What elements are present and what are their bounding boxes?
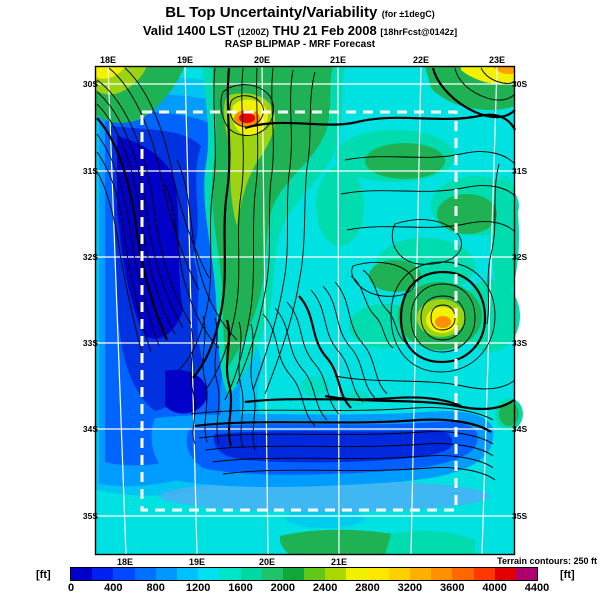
colorbar-tick-label: 0 — [67, 582, 75, 594]
lat-label-right: 33S — [512, 338, 527, 348]
colorbar-segment — [388, 568, 410, 580]
top-lon-19e: 19E — [176, 55, 193, 65]
colorbar-segment — [410, 568, 432, 580]
colorbar-tick-label: 4400 — [524, 582, 550, 594]
graticule — [95, 65, 515, 556]
lat-labels: 30S 31S 32S 33S 34S 35S 30S 31S 32S 33S … — [83, 79, 528, 521]
colorbar-segment — [155, 568, 177, 580]
colorbar-tick-label: 1200 — [185, 582, 211, 594]
colorbar-segment — [92, 568, 114, 580]
colorbar-tick-label: 2000 — [270, 582, 296, 594]
map-border — [94, 65, 516, 556]
lat-label-left: 35S — [83, 511, 98, 521]
colorbar-segment — [176, 568, 199, 580]
colorbar-unit-left: [ft] — [36, 569, 51, 581]
model-line: RASP BLIPMAP - MRF Forecast — [224, 38, 376, 50]
colorbar-tick-label: 800 — [146, 582, 165, 594]
colorbar-tick-label: 3200 — [397, 582, 423, 594]
lat-label-right: 34S — [512, 424, 527, 434]
top-lon-21e: 21E — [329, 55, 346, 65]
map-canvas: 30S 31S 32S 33S 34S 35S 30S 31S 32S 33S … — [83, 65, 527, 556]
colorbar-segment — [325, 568, 347, 580]
colorbar-tick-label: 400 — [104, 582, 123, 594]
colorbar-tick-label: 1600 — [228, 582, 253, 594]
top-lon-22e: 22E — [412, 55, 429, 65]
terrain-contours-note: Terrain contours: 250 ft — [497, 556, 597, 566]
terrain-contour-lines — [96, 67, 516, 481]
lat-label-left: 33S — [83, 338, 98, 348]
bottom-lon-18e: 18E — [116, 557, 133, 567]
colorbar-tick-label: 4000 — [482, 582, 507, 594]
colorbar-segment — [367, 568, 389, 580]
colorbar-segment — [346, 568, 368, 580]
colorbar-segment — [261, 568, 283, 580]
lat-label-left: 32S — [83, 252, 98, 262]
colorbar-unit-right: [ft] — [560, 569, 575, 581]
title-line: BL Top Uncertainty/Variability (for ±1de… — [0, 4, 600, 22]
title-qualifier: (for ±1degC) — [381, 9, 435, 19]
colorbar-segment — [304, 568, 326, 580]
colorbar-segment — [431, 568, 453, 580]
fill-layers — [95, 66, 523, 555]
title-block: BL Top Uncertainty/Variability (for ±1de… — [0, 4, 600, 50]
colorbar-segment — [240, 568, 262, 580]
bottom-lon-19e: 19E — [188, 557, 205, 567]
colorbar-segment — [515, 568, 538, 580]
colorbar-segment — [473, 568, 495, 580]
lat-label-left: 30S — [83, 79, 98, 89]
valid-prefix: Valid 1400 LST — [142, 22, 234, 38]
lat-label-left: 31S — [83, 166, 98, 176]
top-lon-23e: 23E — [488, 55, 505, 65]
valid-date: THU 21 Feb 2008 — [272, 22, 377, 38]
colorbar-segment — [113, 568, 135, 580]
valid-zulu: (1200Z) — [237, 26, 270, 37]
colorbar-segment — [494, 568, 516, 580]
bottom-lon-21e: 21E — [330, 557, 347, 567]
colorbar-segment — [452, 568, 474, 580]
colorbar-segment — [282, 568, 305, 580]
top-lon-18e: 18E — [99, 55, 116, 65]
bottom-lon-20e: 20E — [258, 557, 275, 567]
lat-label-right: 32S — [512, 252, 527, 262]
lat-label-left: 34S — [83, 424, 98, 434]
inner-domain-box — [140, 110, 458, 512]
page-title: BL Top Uncertainty/Variability — [165, 4, 378, 21]
colorbar-tick-label: 2800 — [355, 582, 380, 594]
colorbar-segment — [71, 568, 93, 580]
colorbar-segment — [219, 568, 241, 580]
lat-label-right: 35S — [512, 511, 527, 521]
colorbar-segment — [134, 568, 156, 580]
colorbar-ticks: 0 400 800 1200 1600 2000 2400 2800 3200 3600 4000 4… — [0, 582, 600, 596]
valid-line: Valid 1400 LST (1200Z) THU 21 Feb 2008 [… — [0, 22, 600, 38]
top-lon-20e: 20E — [253, 55, 270, 65]
colorbar-segments — [70, 567, 538, 581]
colorbar-tick-label: 3600 — [440, 582, 465, 594]
colorbar-tick-label: 2400 — [312, 582, 338, 594]
colorbar-segment — [198, 568, 220, 580]
lat-label-right: 31S — [512, 166, 527, 176]
valid-fcst: [18hrFcst@0142z] — [380, 26, 458, 37]
lat-label-right: 30S — [512, 79, 527, 89]
